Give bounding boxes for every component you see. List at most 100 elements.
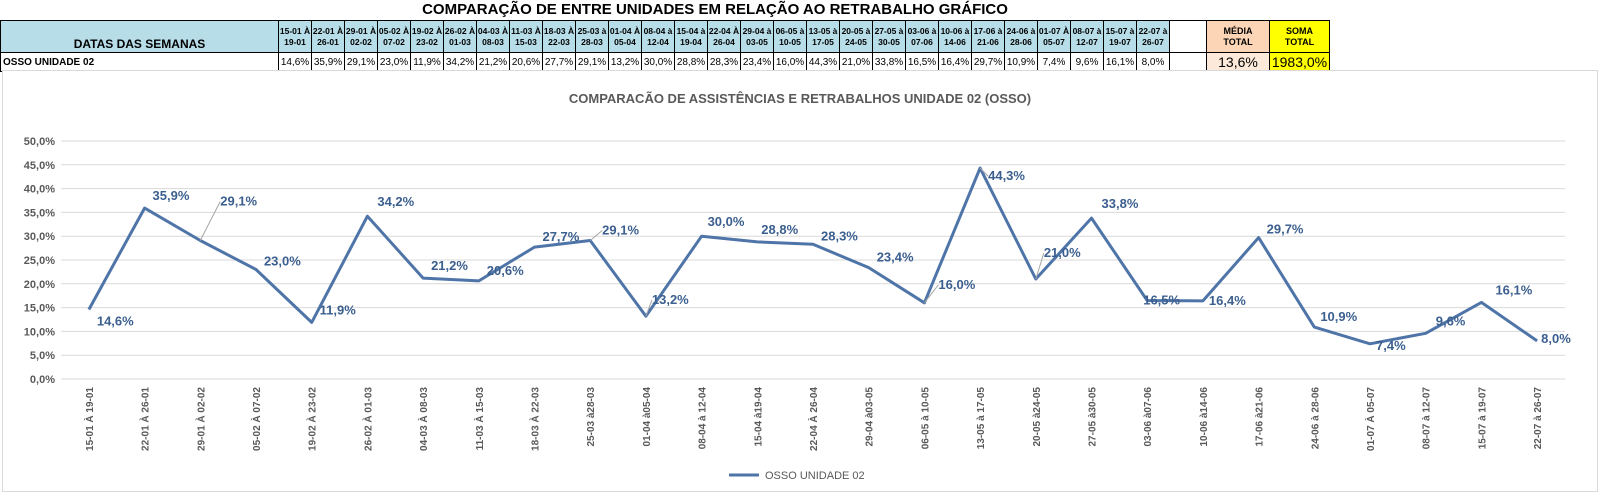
x-tick-label: 29-04 à03-05 xyxy=(865,387,876,447)
x-tick-label: 01-04 à05-04 xyxy=(642,387,653,447)
media-total-header[interactable]: MÉDIA TOTAL xyxy=(1206,20,1270,53)
week-value-cell[interactable]: 20,6% xyxy=(509,52,543,72)
data-label-leader xyxy=(979,167,989,177)
data-label: 35,9% xyxy=(153,188,190,203)
week-value-cell[interactable]: 34,2% xyxy=(443,52,477,72)
week-header-cell[interactable]: 15-04 à 19-04 xyxy=(674,20,708,53)
week-start: 01-07 À xyxy=(1038,25,1070,36)
week-header-cell[interactable]: 22-04 À 26-04 xyxy=(707,20,741,53)
week-header-cell[interactable]: 20-05 à 24-05 xyxy=(839,20,873,53)
y-tick-label: 25,0% xyxy=(24,255,55,267)
data-label: 14,6% xyxy=(97,314,134,329)
y-tick-label: 0,0% xyxy=(30,374,55,386)
x-tick-label: 22-01 À 26-01 xyxy=(139,387,152,451)
blank-cell[interactable] xyxy=(1169,20,1207,53)
y-tick-label: 30,0% xyxy=(24,231,55,243)
data-label: 23,4% xyxy=(877,250,914,265)
week-header-cell[interactable]: 26-02 À 01-03 xyxy=(443,20,477,53)
data-label: 29,7% xyxy=(1267,222,1304,237)
week-value-cell[interactable]: 9,6% xyxy=(1070,52,1104,72)
week-start: 22-07 à xyxy=(1138,25,1168,36)
week-end: 02-02 xyxy=(350,36,372,47)
week-header-cell[interactable]: 22-07 à 26-07 xyxy=(1136,20,1170,53)
week-value-cell[interactable]: 14,6% xyxy=(278,52,312,72)
week-value-cell[interactable]: 13,2% xyxy=(608,52,642,72)
week-start: 03-06 à xyxy=(907,25,937,36)
week-value-cell[interactable]: 35,9% xyxy=(311,52,345,72)
series-line xyxy=(87,166,1538,346)
week-header-cell[interactable]: 11-03 À 15-03 xyxy=(509,20,543,53)
x-tick-label: 13-05 à 17-05 xyxy=(976,387,987,450)
week-value-cell[interactable]: 16,5% xyxy=(905,52,939,72)
week-value-cell[interactable]: 33,8% xyxy=(872,52,906,72)
week-header-cell[interactable]: 05-02 À 07-02 xyxy=(377,20,411,53)
y-tick-label: 45,0% xyxy=(24,160,55,172)
week-value-cell[interactable]: 44,3% xyxy=(806,52,840,72)
media-header-line: TOTAL xyxy=(1223,36,1253,47)
week-header-cell[interactable]: 04-03 À 08-03 xyxy=(476,20,510,53)
blank-cell[interactable] xyxy=(1169,52,1207,72)
week-value-cell[interactable]: 29,7% xyxy=(971,52,1005,72)
data-label: 44,3% xyxy=(988,168,1025,183)
data-label-leader xyxy=(1035,252,1045,280)
data-label: 30,0% xyxy=(708,214,745,229)
week-header-cell[interactable]: 24-06 à 28-06 xyxy=(1004,20,1038,53)
week-end: 07-02 xyxy=(383,36,405,47)
week-header-cell[interactable]: 08-04 à 12-04 xyxy=(641,20,675,53)
week-value-cell[interactable]: 21,0% xyxy=(839,52,873,72)
week-header-cell[interactable]: 01-07 À 05-07 xyxy=(1037,20,1071,53)
data-label: 9,6% xyxy=(1436,313,1466,328)
week-header-cell[interactable]: 17-06 à 21-06 xyxy=(971,20,1005,53)
week-header-cell[interactable]: 15-01 À 19-01 xyxy=(278,20,312,53)
x-tick-label: 01-07 À 05-07 xyxy=(1364,387,1377,451)
week-start: 01-04 À xyxy=(609,25,641,36)
data-label: 23,0% xyxy=(264,254,301,269)
week-value-cell[interactable]: 16,4% xyxy=(938,52,972,72)
week-value-cell[interactable]: 23,4% xyxy=(740,52,774,72)
week-header-cell[interactable]: 01-04 À 05-04 xyxy=(608,20,642,53)
data-label: 28,8% xyxy=(761,222,798,237)
chart-area[interactable]: COMPARACÃO DE ASSISTÊNCIAS E RETRABALHOS… xyxy=(2,70,1598,492)
soma-total-header[interactable]: SOMA TOTAL xyxy=(1269,20,1330,53)
week-value-cell[interactable]: 28,8% xyxy=(674,52,708,72)
week-header-cell[interactable]: 18-03 À 22-03 xyxy=(542,20,576,53)
week-header-cell[interactable]: 22-01 À 26-01 xyxy=(311,20,345,53)
week-header-cell[interactable]: 03-06 à 07-06 xyxy=(905,20,939,53)
week-end: 12-07 xyxy=(1076,36,1098,47)
week-value-cell[interactable]: 27,7% xyxy=(542,52,576,72)
week-value-cell[interactable]: 30,0% xyxy=(641,52,675,72)
week-value-cell[interactable]: 28,3% xyxy=(707,52,741,72)
week-header-cell[interactable]: 06-05 à 10-05 xyxy=(773,20,807,53)
row-label[interactable]: OSSO UNIDADE 02 xyxy=(0,52,279,72)
week-value-cell[interactable]: 11,9% xyxy=(410,52,444,72)
week-value-cell[interactable]: 10,9% xyxy=(1004,52,1038,72)
soma-total-value[interactable]: 1983,0% xyxy=(1269,52,1330,72)
week-header-cell[interactable]: 29-01 À 02-02 xyxy=(344,20,378,53)
week-end: 21-06 xyxy=(977,36,999,47)
week-header-cell[interactable]: 08-07 à 12-07 xyxy=(1070,20,1104,53)
header-label[interactable]: DATAS DAS SEMANAS xyxy=(0,20,279,53)
week-value-cell[interactable]: 7,4% xyxy=(1037,52,1071,72)
week-value-cell[interactable]: 16,0% xyxy=(773,52,807,72)
week-header-cell[interactable]: 19-02 À 23-02 xyxy=(410,20,444,53)
x-tick-label: 20-05 à24-05 xyxy=(1032,387,1043,447)
week-header-cell[interactable]: 29-04 à 03-05 xyxy=(740,20,774,53)
week-value-cell[interactable]: 23,0% xyxy=(377,52,411,72)
week-value-cell[interactable]: 8,0% xyxy=(1136,52,1170,72)
week-header-cell[interactable]: 15-07 à 19-07 xyxy=(1103,20,1137,53)
week-end: 12-04 xyxy=(647,36,669,47)
week-end: 28-06 xyxy=(1010,36,1032,47)
week-header-cell[interactable]: 27-05 à 30-05 xyxy=(872,20,906,53)
week-value-cell[interactable]: 21,2% xyxy=(476,52,510,72)
week-end: 23-02 xyxy=(416,36,438,47)
media-total-value[interactable]: 13,6% xyxy=(1206,52,1270,72)
x-tick-label: 15-01 À 19-01 xyxy=(83,387,96,451)
week-header-cell[interactable]: 10-06 à 14-06 xyxy=(938,20,972,53)
week-value-cell[interactable]: 29,1% xyxy=(344,52,378,72)
week-header-cell[interactable]: 25-03 à 28-03 xyxy=(575,20,609,53)
week-value-cell[interactable]: 16,1% xyxy=(1103,52,1137,72)
week-value-cell[interactable]: 29,1% xyxy=(575,52,609,72)
week-header-cell[interactable]: 13-05 à 17-05 xyxy=(806,20,840,53)
sheet-title: COMPARAÇÃO DE ENTRE UNIDADES EM RELAÇÃO … xyxy=(422,1,1008,18)
